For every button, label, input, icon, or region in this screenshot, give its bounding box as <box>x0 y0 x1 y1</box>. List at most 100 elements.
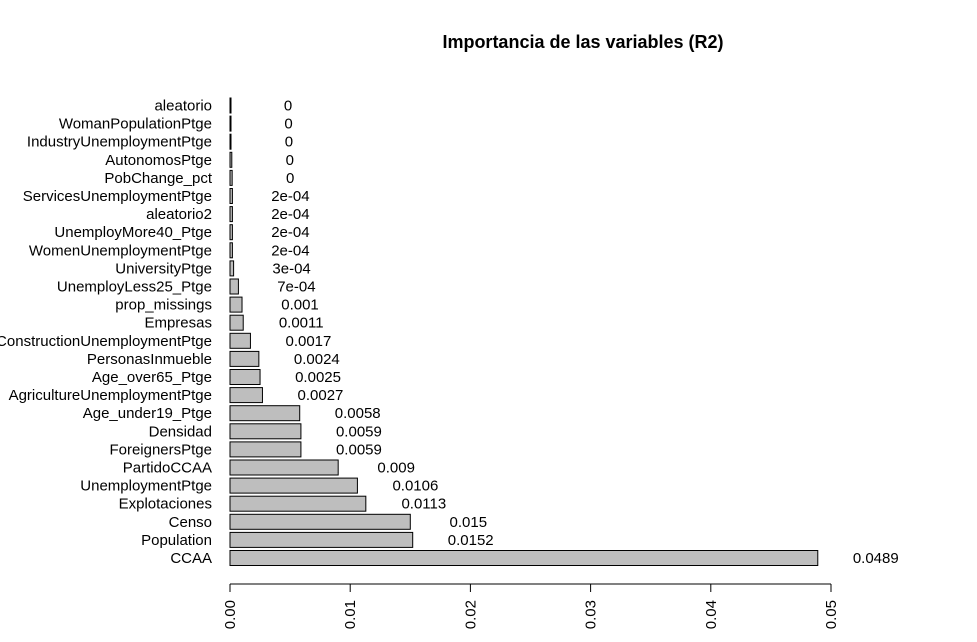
value-label: 2e-04 <box>271 206 309 223</box>
bar-group: ServicesUnemploymentPtge 2e-04 <box>23 188 310 205</box>
category-label: WomenUnemploymentPtge <box>29 242 212 259</box>
category-label: UnemployMore40_Ptge <box>54 224 212 241</box>
category-label: CCAA <box>170 550 212 567</box>
bar-group: Densidad 0.0059 <box>149 423 382 440</box>
x-tick-label: 0.03 <box>583 600 600 629</box>
bar <box>229 459 339 476</box>
bar <box>229 332 251 349</box>
value-label: 0.015 <box>450 514 488 531</box>
bar-group: Explotaciones 0.0113 <box>119 495 446 513</box>
category-label: PobChange_pct <box>104 170 212 187</box>
bar-group: WomanPopulationPtge 0 <box>59 115 293 133</box>
value-label: 0.0025 <box>295 369 341 386</box>
category-label: AutonomosPtge <box>105 152 212 169</box>
bar-group: PobChange_pct 0 <box>104 169 294 187</box>
value-label: 2e-04 <box>271 224 309 241</box>
value-label: 0 <box>286 170 294 187</box>
bar <box>229 314 244 331</box>
bar <box>229 115 232 132</box>
category-label: Censo <box>169 514 212 531</box>
bar <box>229 441 302 458</box>
category-label: aleatorio2 <box>146 206 212 223</box>
value-label: 0.0024 <box>294 351 340 368</box>
bar <box>229 550 819 566</box>
value-label: 0.0059 <box>336 441 382 458</box>
bar <box>229 405 301 422</box>
x-tick-label: 0.00 <box>222 600 239 629</box>
bar-group: UnemploymentPtge 0.0106 <box>80 477 438 495</box>
x-tick-label: 0.05 <box>823 600 840 629</box>
bar-group: IndustryUnemploymentPtge 0 <box>27 133 293 151</box>
bar <box>229 350 260 367</box>
value-label: 0.0058 <box>335 405 381 422</box>
x-axis: 0.00 0.01 0.02 0.03 0.04 0.05 <box>222 583 840 629</box>
category-label: WomanPopulationPtge <box>59 116 212 133</box>
category-label: AgricultureUnemploymentPtge <box>9 387 212 404</box>
bar <box>229 495 367 512</box>
bar-group: ConstructionUnemploymentPtge 0.0017 <box>0 332 331 350</box>
category-label: PersonasInmueble <box>87 351 212 368</box>
bar <box>229 133 232 150</box>
bar <box>229 387 263 404</box>
value-label: 0.009 <box>377 460 415 477</box>
value-label: 0.0027 <box>298 387 344 404</box>
category-label: UnemployLess25_Ptge <box>57 279 212 296</box>
value-label: 0.0059 <box>336 423 382 440</box>
category-label: Age_over65_Ptge <box>92 369 212 386</box>
bar-group: UnemployLess25_Ptge 7e-04 <box>57 278 316 296</box>
bar-group: PartidoCCAA 0.009 <box>123 459 415 477</box>
bar-group: ForeignersPtge 0.0059 <box>109 441 382 458</box>
bar <box>229 260 235 277</box>
bar-group: Empresas 0.0011 <box>144 314 324 332</box>
bar <box>229 296 243 313</box>
value-label: 2e-04 <box>271 242 309 259</box>
value-label: 0.001 <box>281 297 319 314</box>
category-label: UniversityPtge <box>115 260 212 277</box>
x-tick-label: 0.04 <box>703 600 720 629</box>
x-tick-label: 0.01 <box>342 600 359 629</box>
bar-group: WomenUnemploymentPtge 2e-04 <box>29 242 310 259</box>
bar <box>229 169 233 186</box>
bar-group: PersonasInmueble 0.0024 <box>87 350 340 368</box>
value-label: 7e-04 <box>277 279 315 296</box>
value-label: 0 <box>285 134 293 151</box>
bar <box>229 477 358 494</box>
category-label: ConstructionUnemploymentPtge <box>0 333 212 350</box>
value-label: 2e-04 <box>271 188 309 205</box>
category-label: aleatorio <box>154 98 212 115</box>
bar <box>229 151 233 168</box>
category-label: IndustryUnemploymentPtge <box>27 134 212 151</box>
category-label: ServicesUnemploymentPtge <box>23 188 212 205</box>
value-label: 0 <box>286 152 294 169</box>
value-label: 0.0017 <box>285 333 331 350</box>
category-label: Empresas <box>144 315 212 332</box>
bar-group: prop_missings 0.001 <box>115 296 319 314</box>
bar <box>229 278 239 295</box>
bar <box>229 531 414 548</box>
bar <box>229 369 261 385</box>
bar <box>229 513 411 530</box>
category-label: Densidad <box>149 423 212 440</box>
category-label: ForeignersPtge <box>109 441 212 458</box>
value-label: 0 <box>284 116 292 133</box>
category-label: PartidoCCAA <box>123 460 212 477</box>
bar <box>229 242 233 259</box>
bar-group: aleatorio 0 <box>154 97 292 115</box>
value-label: 0.0489 <box>853 550 899 567</box>
bar <box>229 423 302 440</box>
value-label: 0 <box>284 98 292 115</box>
bar-group: aleatorio2 2e-04 <box>146 206 310 223</box>
x-tick-label: 0.02 <box>462 600 479 629</box>
bar-group: CCAA 0.0489 <box>170 550 899 567</box>
bar-group: Age_under19_Ptge 0.0058 <box>83 405 381 422</box>
category-label: Explotaciones <box>119 496 212 513</box>
chart-title: Importancia de las variables (R2) <box>442 32 723 52</box>
bar-group: Population 0.0152 <box>141 531 494 549</box>
value-label: 0.0152 <box>448 532 494 549</box>
bar-group: UniversityPtge 3e-04 <box>115 260 311 277</box>
bar-group: Censo 0.015 <box>169 513 488 531</box>
value-label: 0.0011 <box>279 315 324 332</box>
category-label: Age_under19_Ptge <box>83 405 212 422</box>
